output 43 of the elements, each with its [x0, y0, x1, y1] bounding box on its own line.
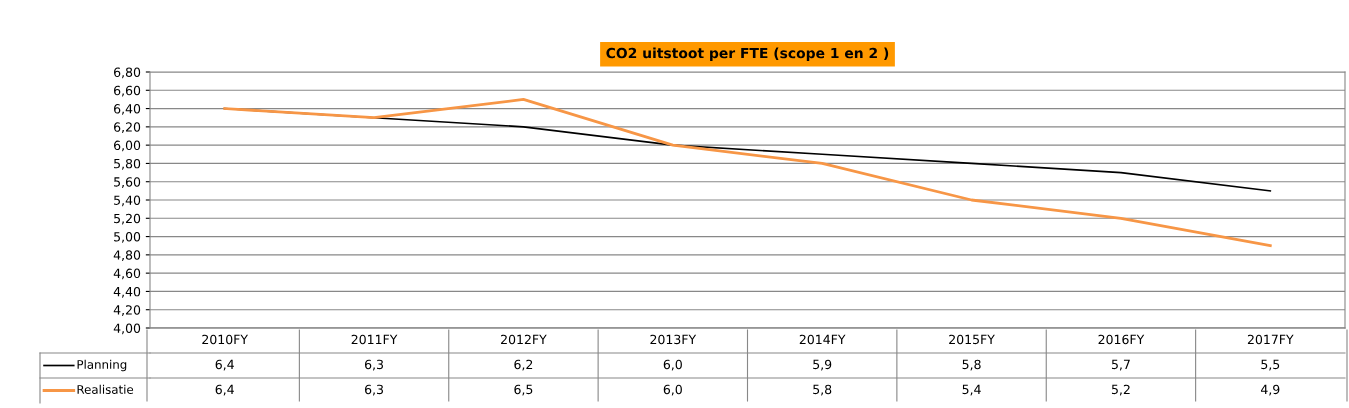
y-tick-label: 4,40 — [113, 286, 141, 298]
y-tick-label: 4,00 — [113, 323, 141, 335]
chart-title: CO2 uitstoot per FTE (scope 1 en 2 ) — [606, 47, 889, 61]
data-label: 5,7 — [1111, 359, 1130, 371]
y-tick-label: 5,80 — [114, 158, 141, 170]
y-tick-label: 6,80 — [114, 67, 141, 79]
y-tick-label: 5,20 — [114, 213, 141, 225]
x-tick-label: 2013FY — [650, 334, 697, 345]
legend-label: Planning — [77, 359, 127, 372]
data-label: 6,4 — [215, 359, 234, 371]
data-label: 5,5 — [1261, 359, 1280, 371]
data-label: 6,4 — [215, 384, 234, 396]
x-tick-label: 2010FY — [202, 334, 249, 345]
x-tick-label: 2012FY — [501, 334, 547, 345]
x-tick-label: 2015FY — [949, 334, 995, 345]
data-label: 6,3 — [365, 359, 383, 371]
data-label: 5,8 — [962, 359, 981, 371]
y-tick-label: 6,00 — [114, 140, 141, 152]
y-tick-label: 4,80 — [113, 250, 141, 262]
line-series — [223, 98, 1272, 248]
data-label: 5,4 — [962, 384, 981, 396]
x-tick-label: 2016FY — [1098, 334, 1145, 345]
data-label: 5,9 — [813, 359, 832, 371]
data-label: 6,3 — [365, 384, 383, 396]
y-tick-label: 5,40 — [114, 195, 141, 207]
data-label: 6,0 — [663, 384, 682, 396]
y-tick-label: 6,20 — [114, 122, 141, 134]
y-tick-label: 6,60 — [114, 85, 141, 97]
x-tick-label: 2017FY — [1247, 334, 1294, 345]
x-tick-label: 2014FY — [799, 334, 846, 345]
y-tick-label: 4,20 — [113, 305, 141, 316]
legend-label: Realisatie — [77, 384, 134, 394]
data-label: 6,0 — [663, 359, 682, 371]
data-label: 6,2 — [514, 359, 533, 371]
y-tick-label: 4,60 — [113, 268, 141, 280]
data-label: 6,5 — [514, 384, 533, 396]
x-tick-label: 2011FY — [351, 334, 398, 345]
y-tick-label: 5,00 — [114, 232, 141, 243]
y-tick-label: 5,60 — [114, 177, 141, 188]
y-tick-label: 6,40 — [114, 104, 141, 115]
data-label: 5,2 — [1111, 384, 1130, 396]
data-label: 5,8 — [813, 384, 832, 396]
data-label: 4,9 — [1260, 384, 1280, 396]
